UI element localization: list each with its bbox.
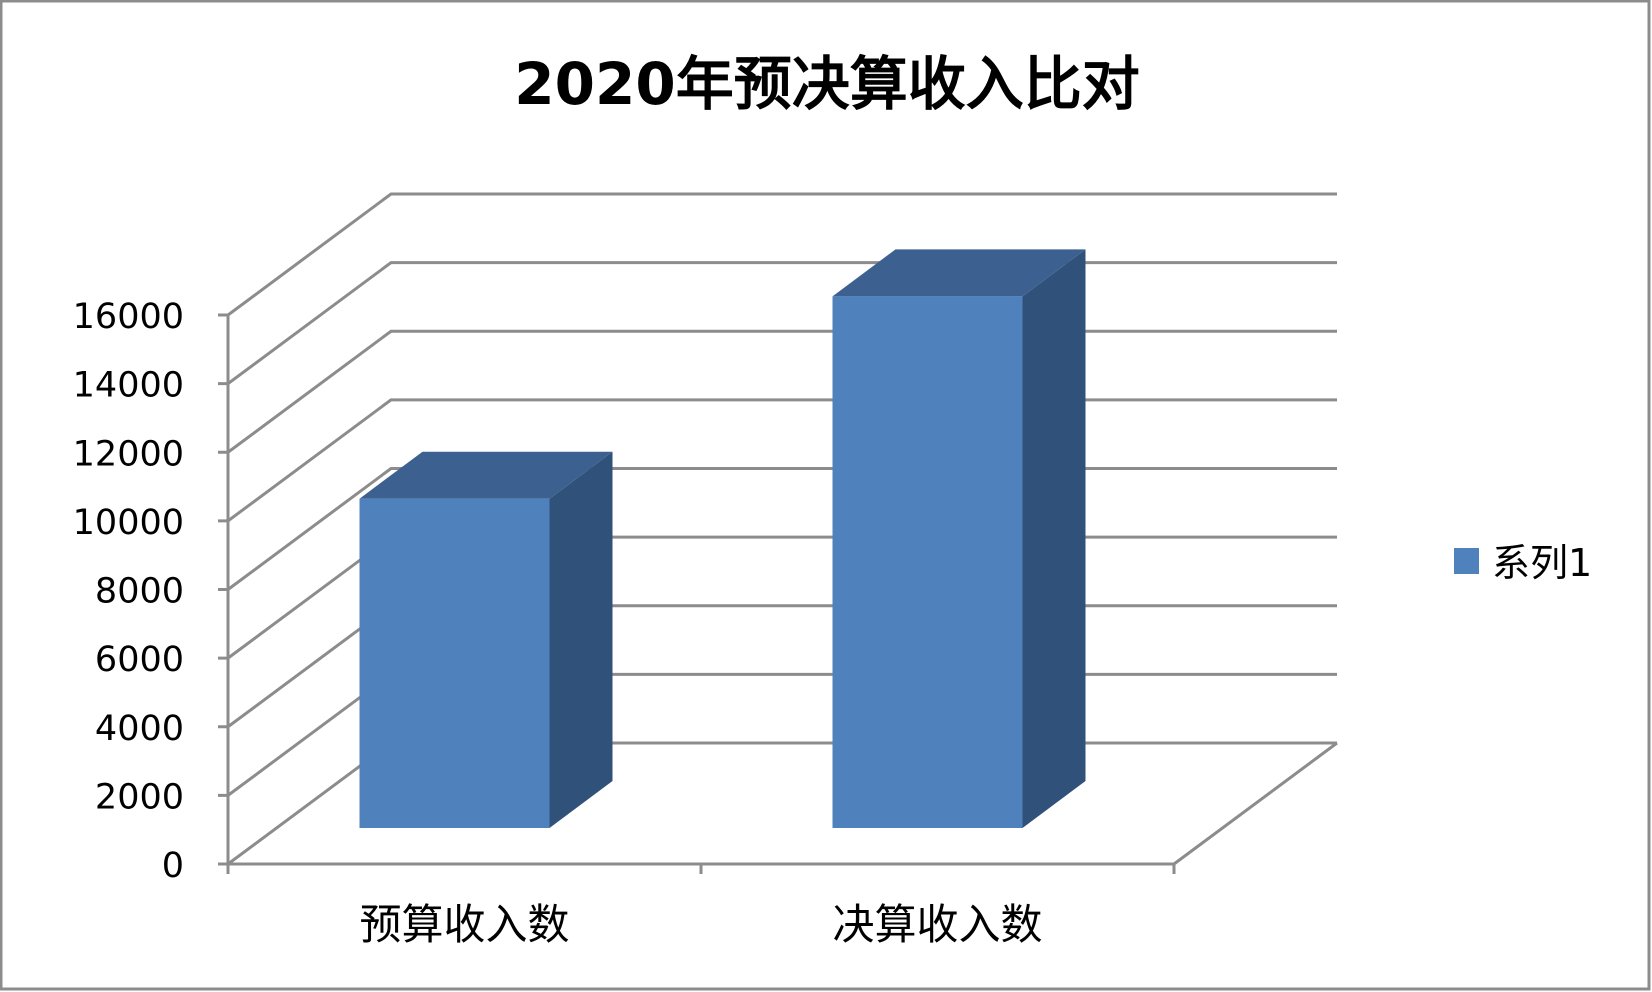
legend-swatch [1454,548,1479,574]
x-tick-label: 预算收入数 [359,900,569,949]
chart-title: 2020年预决算收入比对 [514,50,1139,118]
y-tick-label: 16000 [73,297,184,337]
y-tick-label: 12000 [73,434,184,474]
y-tick-label: 10000 [73,503,184,543]
y-tick-label: 14000 [73,366,184,406]
floor-right-edge [1173,741,1338,866]
bar [832,296,1023,829]
y-tick-label: 0 [162,846,184,886]
bar [359,498,550,828]
bar-side [549,451,613,828]
x-tick-label: 决算收入数 [832,900,1042,949]
bar-side [1022,249,1086,829]
y-tick-label: 2000 [95,777,184,817]
legend-label: 系列1 [1492,541,1592,585]
y-tick-label: 4000 [95,709,184,749]
bar-top [832,249,1086,297]
gridline [227,192,1337,317]
y-tick-label: 8000 [95,572,184,612]
bar-top [359,451,613,499]
y-tick-label: 6000 [95,640,184,680]
